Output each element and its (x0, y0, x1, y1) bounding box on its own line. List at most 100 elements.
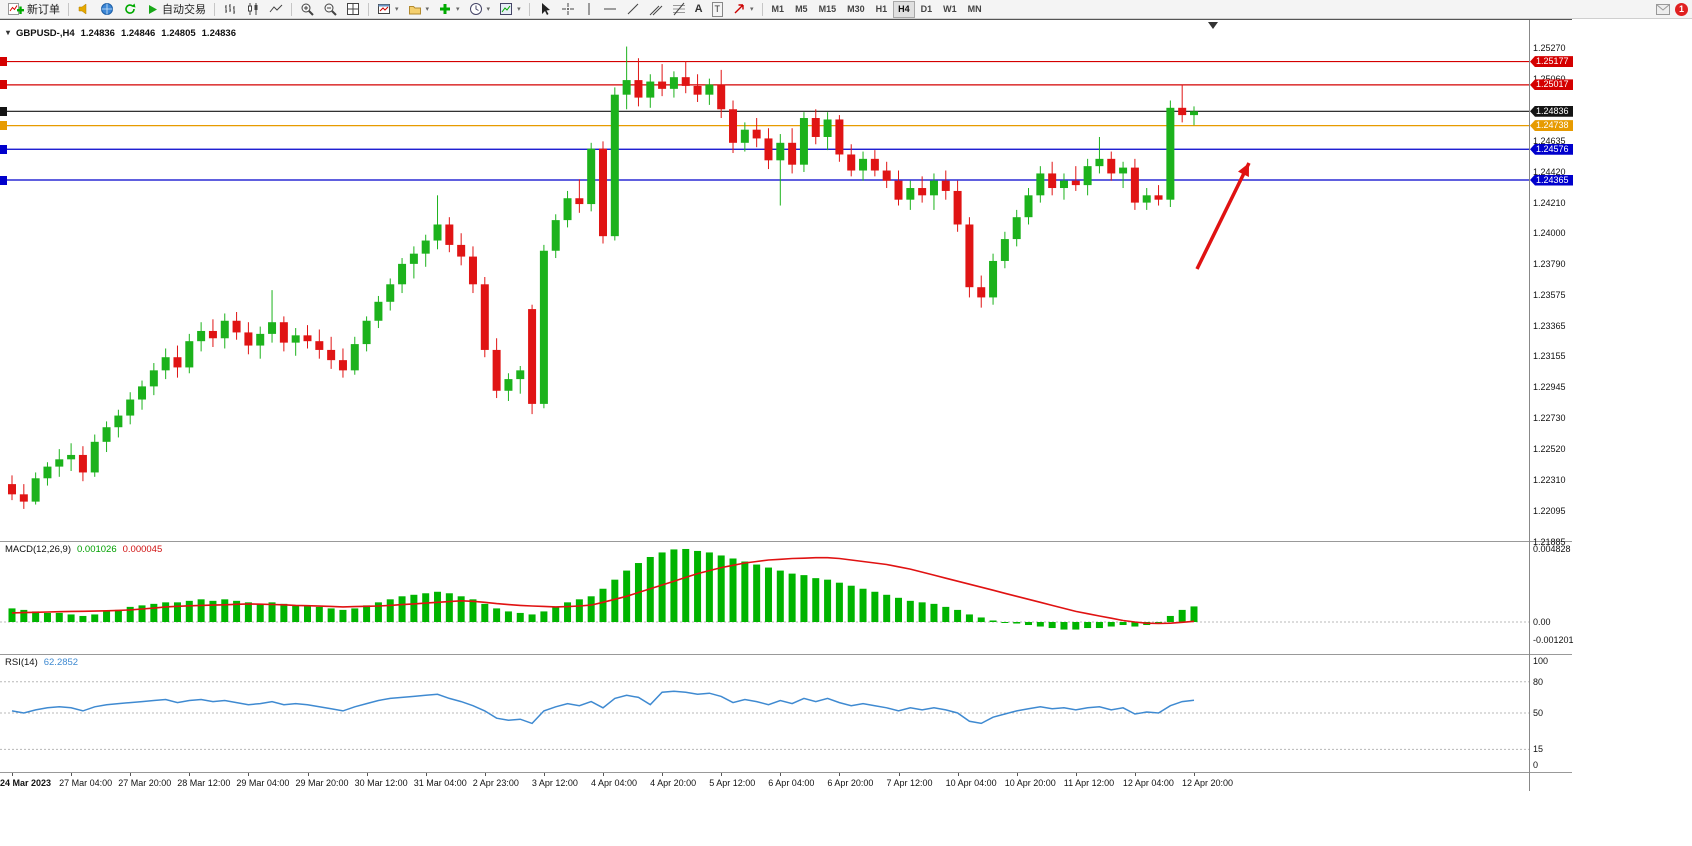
new-order-button[interactable]: 新订单 (4, 0, 64, 19)
price-tag: 1.24576 (1530, 143, 1573, 155)
timeframe-button-m1[interactable]: M1 (771, 3, 785, 14)
price-tag: 1.25177 (1530, 56, 1573, 68)
vertical-line-tool-button[interactable] (580, 0, 598, 19)
timeframe-button-h4[interactable]: H4 (893, 0, 915, 18)
main-chart-plot[interactable] (0, 20, 1529, 541)
channel-tool-button[interactable] (645, 0, 667, 19)
macd-signal-value: 0.000045 (122, 544, 163, 555)
candlestick-chart-button[interactable] (242, 0, 264, 19)
market-watch-button[interactable] (96, 0, 118, 19)
macd-panel-plot[interactable] (0, 542, 1529, 654)
price-tick-label: 1.22310 (1533, 474, 1566, 485)
time-axis-label: 28 Mar 12:00 (177, 778, 231, 788)
time-tick (130, 773, 132, 776)
chart-window[interactable]: ▾ GBPUSD-,H4 1.24836 1.24846 1.24805 1.2… (0, 19, 1574, 792)
price-tick-label: 1.24420 (1533, 166, 1566, 177)
price-tick-label: 1.24000 (1533, 228, 1566, 239)
fibonacci-tool-button[interactable] (668, 0, 690, 19)
arrows-tool-button[interactable]: ▾ (728, 0, 758, 19)
timeframe-button-m5[interactable]: M5 (795, 3, 808, 14)
time-tick (721, 773, 723, 776)
timeframe-button-m30[interactable]: M30 (847, 3, 865, 14)
rsi-label: RSI(14) (5, 657, 38, 668)
price-tag: 1.24738 (1530, 120, 1573, 132)
rsi-panel-plot[interactable] (0, 655, 1529, 772)
line-chart-icon (269, 4, 283, 13)
tile-windows-button[interactable] (342, 0, 364, 19)
time-axis-label: 29 Mar 20:00 (295, 778, 349, 788)
rsi-value: 62.2852 (43, 657, 79, 668)
rsi-label-row: RSI(14) 62.2852 (5, 657, 78, 668)
macd-axis-label: -0.001201 (1533, 635, 1574, 646)
trendline-tool-button[interactable] (622, 0, 644, 19)
panel-separator[interactable] (0, 541, 1572, 542)
price-tag: 1.24836 (1530, 105, 1573, 117)
new-chart-button[interactable]: ▾ (373, 0, 403, 19)
time-axis-label: 7 Apr 12:00 (886, 778, 933, 788)
price-tick-label: 1.23575 (1533, 290, 1566, 301)
refresh-icon (125, 3, 136, 14)
hline-left-marker (0, 80, 7, 90)
indicators-button[interactable]: ▾ (434, 0, 464, 19)
time-tick (366, 773, 368, 776)
price-axis[interactable]: 1.252701.250601.248451.246351.244201.242… (1529, 20, 1574, 791)
notification-badge[interactable]: 1 (1675, 2, 1688, 16)
crosshair-tool-button[interactable] (557, 0, 579, 19)
price-tag: 1.25017 (1530, 79, 1573, 91)
rsi-axis-label: 50 (1533, 708, 1544, 718)
price-tick-label: 1.25270 (1533, 43, 1566, 53)
periods-button[interactable]: ▾ (465, 0, 495, 19)
price-tick-label: 1.23155 (1533, 351, 1566, 362)
timeframe-button-mn[interactable]: MN (967, 3, 982, 14)
app-toolbar: 新订单 自动交易 ▾ ▾ ▾ ▾ ▾ A T ▾ M1 M5 M15 M30 H… (0, 0, 1692, 19)
panel-separator[interactable] (0, 654, 1572, 655)
cursor-tool-button[interactable] (534, 0, 556, 19)
new-chart-icon (378, 4, 390, 14)
time-axis-label: 27 Mar 04:00 (59, 778, 113, 788)
time-axis-label: 11 Apr 12:00 (1063, 778, 1115, 788)
price-tick-label: 1.22945 (1533, 382, 1566, 393)
speaker-icon (78, 3, 87, 15)
line-chart-button[interactable] (265, 0, 287, 19)
quote-high: 1.24846 (120, 28, 156, 39)
arrow-object-icon (734, 4, 744, 14)
timeframe-button-m15[interactable]: M15 (818, 3, 837, 14)
time-axis-label: 30 Mar 12:00 (354, 778, 408, 788)
alerts-button[interactable] (73, 0, 95, 19)
label-tool-button[interactable]: T (708, 0, 728, 19)
text-tool-button[interactable]: A (691, 0, 707, 19)
envelope-icon (1656, 3, 1670, 15)
folder-icon (408, 6, 421, 15)
time-axis-label: 6 Apr 20:00 (827, 778, 874, 788)
time-axis-label: 6 Apr 04:00 (768, 778, 815, 788)
time-tick (248, 773, 250, 776)
toolbar-separator (68, 2, 69, 16)
templates-button[interactable]: ▾ (495, 0, 525, 19)
time-tick (662, 773, 664, 776)
time-axis-label: 27 Mar 20:00 (118, 778, 172, 788)
macd-main-value: 0.001026 (77, 544, 117, 555)
price-tick-label: 1.21885 (1533, 536, 1566, 547)
timeframe-button-w1[interactable]: W1 (943, 3, 957, 14)
bar-chart-button[interactable] (219, 0, 241, 19)
time-axis[interactable]: 24 Mar 2023 27 Mar 04:00 27 Mar 20:00 28 Ma… (0, 773, 1529, 791)
refresh-button[interactable] (119, 0, 141, 19)
indicators-plus-icon (440, 4, 451, 14)
timeframe-button-d1[interactable]: D1 (920, 3, 933, 14)
horizontal-line-tool-button[interactable] (599, 0, 621, 19)
profiles-button[interactable]: ▾ (404, 0, 434, 19)
time-tick (71, 773, 73, 776)
time-tick (780, 773, 782, 776)
candlestick-icon (248, 3, 258, 15)
autotrading-play-icon (149, 4, 157, 14)
collapse-triangle-icon[interactable]: ▾ (6, 28, 11, 37)
timeframe-button-h1[interactable]: H1 (875, 3, 888, 14)
price-tick-label: 1.22095 (1533, 506, 1566, 517)
news-button[interactable] (1652, 0, 1674, 19)
zoom-out-button[interactable] (319, 0, 341, 19)
horizontal-line-icon (603, 8, 616, 10)
symbol-label: GBPUSD-,H4 (16, 28, 75, 39)
zoom-in-button[interactable] (296, 0, 318, 19)
autotrading-button[interactable]: 自动交易 (142, 0, 210, 19)
time-tick (425, 773, 427, 776)
